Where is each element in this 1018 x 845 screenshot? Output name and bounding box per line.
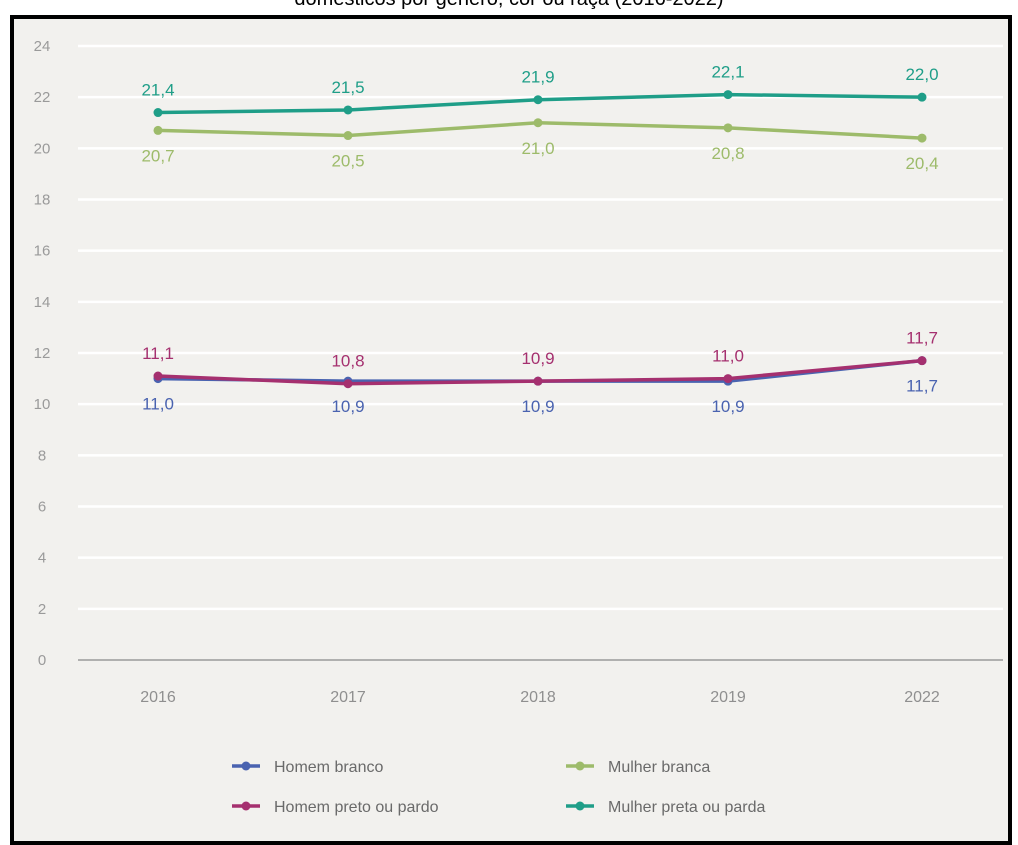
x-tick-label: 2018: [520, 689, 556, 706]
data-label: 21,9: [521, 68, 554, 87]
x-tick-label: 2022: [904, 689, 940, 706]
data-point: [343, 379, 353, 389]
y-tick-label: 20: [34, 140, 51, 157]
y-tick-label: 0: [38, 652, 46, 669]
data-label: 11,1: [142, 344, 174, 363]
data-point: [533, 118, 543, 128]
data-label: 10,9: [521, 349, 554, 368]
legend-entry: Homem branco: [274, 759, 383, 776]
data-label: 21,5: [331, 78, 364, 97]
data-point: [917, 356, 927, 366]
data-label: 20,4: [905, 154, 938, 173]
data-point: [343, 131, 353, 141]
y-tick-label: 10: [34, 396, 51, 413]
x-tick-label: 2019: [710, 689, 746, 706]
y-tick-label: 12: [34, 345, 51, 362]
legend-entry: Mulher preta ou parda: [608, 799, 766, 816]
data-label: 11,0: [142, 395, 174, 414]
data-label: 21,0: [521, 139, 554, 158]
data-labels: 11,0 10,9 10,9 10,9 11,7 11,1 10,8 10,9 11,0 11,7…: [141, 63, 938, 417]
legend-entry: Mulher branca: [608, 759, 710, 776]
chart-frame: [10, 15, 1012, 845]
data-label: 22,0: [905, 65, 938, 84]
data-label: 10,9: [711, 397, 744, 416]
y-tick-label: 18: [34, 192, 51, 209]
data-label: 11,0: [712, 347, 744, 366]
x-axis-ticks: 2016 2017 2018 2019 2022: [140, 689, 940, 706]
y-tick-label: 16: [34, 243, 51, 260]
y-tick-label: 4: [38, 550, 46, 567]
legend: Homem branco Homem preto ou pardo Mulher b…: [232, 759, 766, 816]
y-tick-label: 2: [38, 601, 46, 618]
data-label: 20,8: [711, 144, 744, 163]
y-tick-label: 6: [38, 499, 46, 516]
series-lines: [153, 90, 927, 389]
data-point: [533, 95, 543, 105]
legend-marker: [575, 801, 585, 811]
data-point: [153, 125, 163, 135]
data-point: [153, 108, 163, 118]
legend-entry: Homem preto ou pardo: [274, 799, 439, 816]
y-tick-label: 14: [34, 294, 51, 311]
data-point: [917, 92, 927, 102]
data-label: 10,8: [331, 352, 364, 371]
data-point: [723, 90, 733, 100]
data-point: [533, 376, 543, 386]
data-point: [917, 133, 927, 143]
chart-title: domésticos por gênero, cor ou raça (2016…: [0, 0, 1018, 11]
legend-marker: [241, 801, 251, 811]
x-tick-label: 2017: [330, 689, 366, 706]
x-tick-label: 2016: [140, 689, 176, 706]
data-point: [723, 374, 733, 384]
data-label: 21,4: [141, 81, 174, 100]
data-label: 22,1: [711, 63, 744, 82]
legend-marker: [575, 761, 585, 771]
data-point: [343, 105, 353, 115]
data-label: 11,7: [906, 377, 938, 396]
data-point: [723, 123, 733, 133]
data-label: 20,7: [141, 146, 174, 165]
data-label: 20,5: [331, 152, 364, 171]
data-label: 10,9: [521, 397, 554, 416]
y-tick-label: 24: [34, 38, 51, 55]
data-label: 10,9: [331, 397, 364, 416]
y-tick-label: 22: [34, 89, 51, 106]
legend-marker: [241, 761, 251, 771]
data-point: [153, 371, 163, 381]
y-tick-label: 8: [38, 447, 46, 464]
data-label: 11,7: [906, 329, 938, 348]
